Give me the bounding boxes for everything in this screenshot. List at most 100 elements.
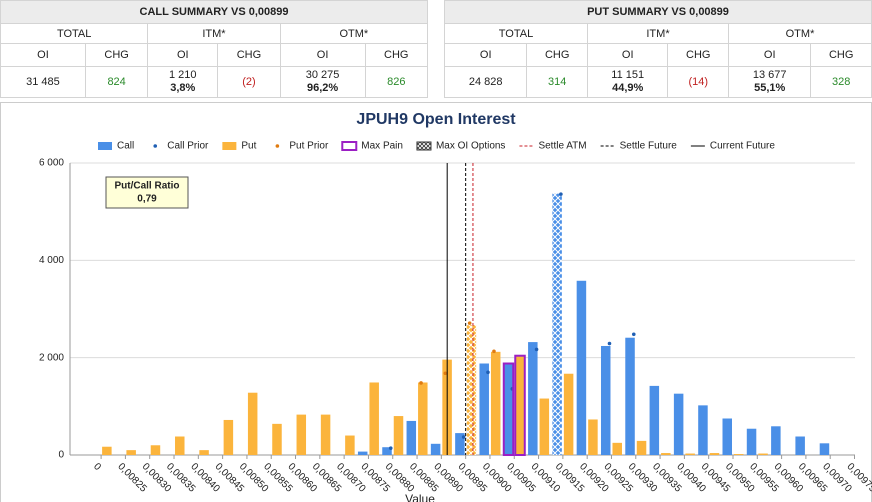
bar [150,445,161,455]
bar [418,382,428,455]
summary-title: PUT SUMMARY VS 0,00899 [444,0,872,24]
group-header: OTM* [728,23,872,44]
chart-frame [0,102,872,502]
total-oi: 24 828 [443,66,528,98]
group-header: ITM* [147,23,281,44]
prior-dot [559,192,563,196]
bar [661,453,671,455]
oi-percent: 44,9% [612,82,644,94]
bar [126,450,136,455]
bar [455,433,465,455]
legend-item: Put [222,141,257,152]
bar [588,419,598,455]
group-header: ITM* [586,23,730,44]
prior-dot [461,435,466,439]
otm-chg: 328 [810,66,872,98]
column-header: CHG [84,43,149,67]
bar [406,420,417,455]
bar [515,355,525,455]
column-header: OI [586,43,669,67]
legend-swatch [222,142,237,150]
total-chg: 314 [526,66,588,98]
bar [503,363,514,455]
bar [539,398,550,455]
x-axis-label: Value [405,492,435,502]
bar [673,393,684,455]
bar [199,450,209,455]
y-tick-label: 4 000 [39,255,64,266]
bar [393,416,404,455]
oi-percent: 96,2% [306,82,339,94]
bar [272,423,282,455]
itm-chg: (2) [217,66,281,98]
oi-value: 30 275 [305,69,340,81]
bar [382,447,392,455]
legend-label: Call [117,141,134,152]
prior-dot [492,349,496,354]
ratio-value: 0,79 [137,194,157,205]
prior-dot [419,381,423,385]
prior-dot [467,321,472,325]
bar [528,342,538,455]
ratio-box [105,176,189,209]
legend-swatch [153,144,158,148]
group-header: OTM* [279,23,429,44]
group-header: TOTAL [0,23,149,44]
bar [636,440,647,455]
bar [430,443,441,455]
bar [102,446,112,455]
bar [175,436,185,455]
bar [576,280,587,455]
legend-swatch [416,141,432,151]
y-tick-label: 2 000 [39,352,64,363]
bar [685,453,695,455]
bar [649,385,660,455]
legend-label: Settle ATM [538,141,586,152]
bar [722,418,732,455]
column-header: CHG [526,43,588,67]
call-summary: CALL SUMMARY VS 0,00899 TOTAL ITM* OTM* OI CH… [0,0,429,98]
column-header: CHG [364,43,429,67]
oi-value: 1 210 [169,69,197,81]
bar [490,351,501,455]
bar [733,454,744,455]
legend-item: Current Future [690,141,775,152]
legend-item: Call [98,141,134,152]
legend-label: Settle Future [620,141,678,152]
max-pain-outline [514,354,526,456]
otm-oi: 30 275 96,2% [279,66,366,98]
bar [466,325,477,455]
legend-item: Call Prior [153,141,209,152]
bar [709,453,720,455]
legend-item: Put Prior [275,141,329,152]
column-header: CHG [667,43,729,67]
bar [369,382,379,455]
bar [563,373,574,455]
total-oi: 31 485 [0,66,86,98]
column-header: OI [443,43,528,67]
bar [746,428,757,455]
column-header: CHG [217,43,281,67]
oi-percent: 55,1% [754,82,786,94]
legend-swatch [341,141,358,151]
legend-item: Settle ATM [519,141,587,152]
legend-item: Max OI Options [416,141,505,152]
y-tick-label: 6 000 [39,158,64,169]
x-tick-label: 0 [91,461,103,473]
legend-label: Current Future [710,141,775,152]
legend-item: Max Pain [341,141,403,152]
bar [771,426,781,455]
bar [795,436,805,455]
itm-oi: 1 210 3,8% [147,66,219,98]
itm-chg: (14) [667,66,729,98]
column-header: OI [279,43,366,67]
ratio-title: Put/Call Ratio [114,181,179,192]
legend-label: Call Prior [167,141,209,152]
put-summary: PUT SUMMARY VS 0,00899 TOTAL ITM* OTM* OI CHG… [443,0,872,98]
column-header: OI [0,43,86,67]
prior-dot [534,347,539,352]
summary-title: CALL SUMMARY VS 0,00899 [0,0,428,24]
bar [479,363,489,455]
legend-label: Put Prior [289,141,329,152]
